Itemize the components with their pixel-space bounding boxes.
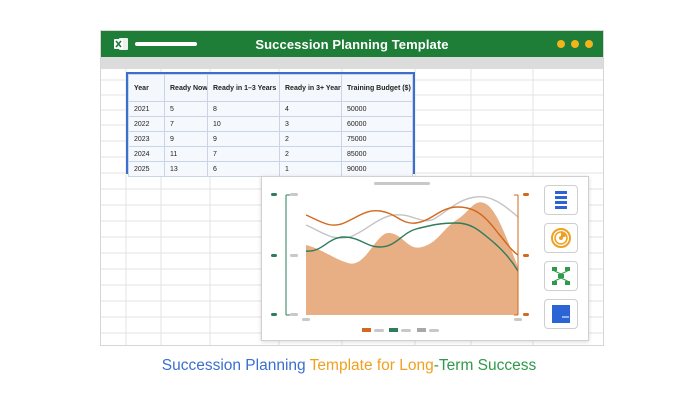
legend-label <box>401 329 411 332</box>
caption-part-1: Succession Planning <box>161 357 310 374</box>
table-cell[interactable]: 7 <box>164 116 208 132</box>
radial-chart-tool-button[interactable] <box>544 223 578 253</box>
caption-part-3: -Term Success <box>433 357 537 374</box>
bar-list-icon <box>555 191 567 209</box>
radial-chart-icon <box>551 228 571 248</box>
orange-line-series <box>305 206 519 256</box>
window-dot-3[interactable] <box>585 40 593 48</box>
left-axis-label <box>290 313 298 316</box>
x-axis-label <box>514 318 522 321</box>
x-axis-label <box>302 318 310 321</box>
window-dot-1[interactable] <box>557 40 565 48</box>
table-cell[interactable]: 2023 <box>128 131 165 147</box>
area-line-chart <box>271 193 529 332</box>
table-cell[interactable]: 2025 <box>128 161 165 177</box>
window-dot-2[interactable] <box>571 40 579 48</box>
area-series <box>306 202 518 315</box>
org-chart-tool-button[interactable] <box>544 261 578 291</box>
title-bar-placeholder-line <box>135 42 197 46</box>
header-ready-1-3-years[interactable]: Ready in 1–3 Years <box>207 74 280 102</box>
left-axis-label <box>290 254 298 257</box>
table-cell[interactable]: 2 <box>279 146 342 162</box>
excel-icon <box>114 38 128 50</box>
table-row: 2023 9 9 2 75000 <box>128 131 413 147</box>
legend-swatch-green[interactable] <box>389 328 398 332</box>
table-cell[interactable]: 8 <box>207 101 280 117</box>
table-cell[interactable]: 6 <box>207 161 280 177</box>
drag-handle[interactable] <box>374 182 430 185</box>
table-cell[interactable]: 5 <box>164 101 208 117</box>
green-line-series <box>305 222 519 272</box>
table-cell[interactable]: 60000 <box>341 116 413 132</box>
left-axis-tick <box>271 254 277 257</box>
table-cell[interactable]: 9 <box>207 131 280 147</box>
bar-chart-tool-button[interactable] <box>544 185 578 215</box>
legend-label <box>374 329 384 332</box>
table-cell[interactable]: 90000 <box>341 161 413 177</box>
table-cell[interactable]: 1 <box>279 161 342 177</box>
table-cell[interactable]: 85000 <box>341 146 413 162</box>
chart-panel[interactable] <box>261 176 589 341</box>
left-axis-tick <box>271 313 277 316</box>
header-ready-now[interactable]: Ready Now <box>164 74 208 102</box>
table-cell[interactable]: 13 <box>164 161 208 177</box>
table-cell[interactable]: 4 <box>279 101 342 117</box>
table-cell[interactable]: 2 <box>279 131 342 147</box>
table-row: 2021 5 8 4 50000 <box>128 101 413 117</box>
table-cell[interactable]: 11 <box>164 146 208 162</box>
table-cell[interactable]: 2021 <box>128 101 165 117</box>
table-cell[interactable]: 75000 <box>341 131 413 147</box>
left-axis-label <box>290 193 298 196</box>
right-axis-tick <box>523 254 529 257</box>
left-axis-tick <box>271 193 277 196</box>
table-cell[interactable]: 2022 <box>128 116 165 132</box>
ribbon-bar <box>101 57 603 69</box>
legend-swatch-gray[interactable] <box>417 328 426 332</box>
header-year[interactable]: Year <box>128 74 165 102</box>
table-cell[interactable]: 10 <box>207 116 280 132</box>
table-chart-tool-button[interactable] <box>544 299 578 329</box>
table-row: 2024 11 7 2 85000 <box>128 146 413 162</box>
spreadsheet-window: Succession Planning Template <box>100 30 604 346</box>
title-bar: Succession Planning Template <box>101 31 603 57</box>
table-cell[interactable]: 50000 <box>341 101 413 117</box>
right-axis-tick <box>523 193 529 196</box>
header-training-budget[interactable]: Training Budget ($) <box>341 74 413 102</box>
header-ready-3-plus-years[interactable]: Ready in 3+ Years <box>279 74 342 102</box>
table-chart-icon <box>552 305 570 323</box>
window-title: Succession Planning Template <box>255 37 449 52</box>
right-axis-tick <box>523 313 529 316</box>
table-cell[interactable]: 3 <box>279 116 342 132</box>
legend-label <box>429 329 439 332</box>
caption: Succession Planning Template for Long-Te… <box>0 357 698 375</box>
table-header-row: Year Ready Now Ready in 1–3 Years Ready … <box>128 74 413 102</box>
data-table[interactable]: Year Ready Now Ready in 1–3 Years Ready … <box>126 72 415 177</box>
legend-swatch-orange[interactable] <box>362 328 371 332</box>
org-chart-icon <box>552 267 570 285</box>
caption-part-2: Template for Long <box>309 357 434 374</box>
table-cell[interactable]: 7 <box>207 146 280 162</box>
table-row: 2022 7 10 3 60000 <box>128 116 413 132</box>
table-cell[interactable]: 2024 <box>128 146 165 162</box>
table-cell[interactable]: 9 <box>164 131 208 147</box>
table-row: 2025 13 6 1 90000 <box>128 161 413 177</box>
